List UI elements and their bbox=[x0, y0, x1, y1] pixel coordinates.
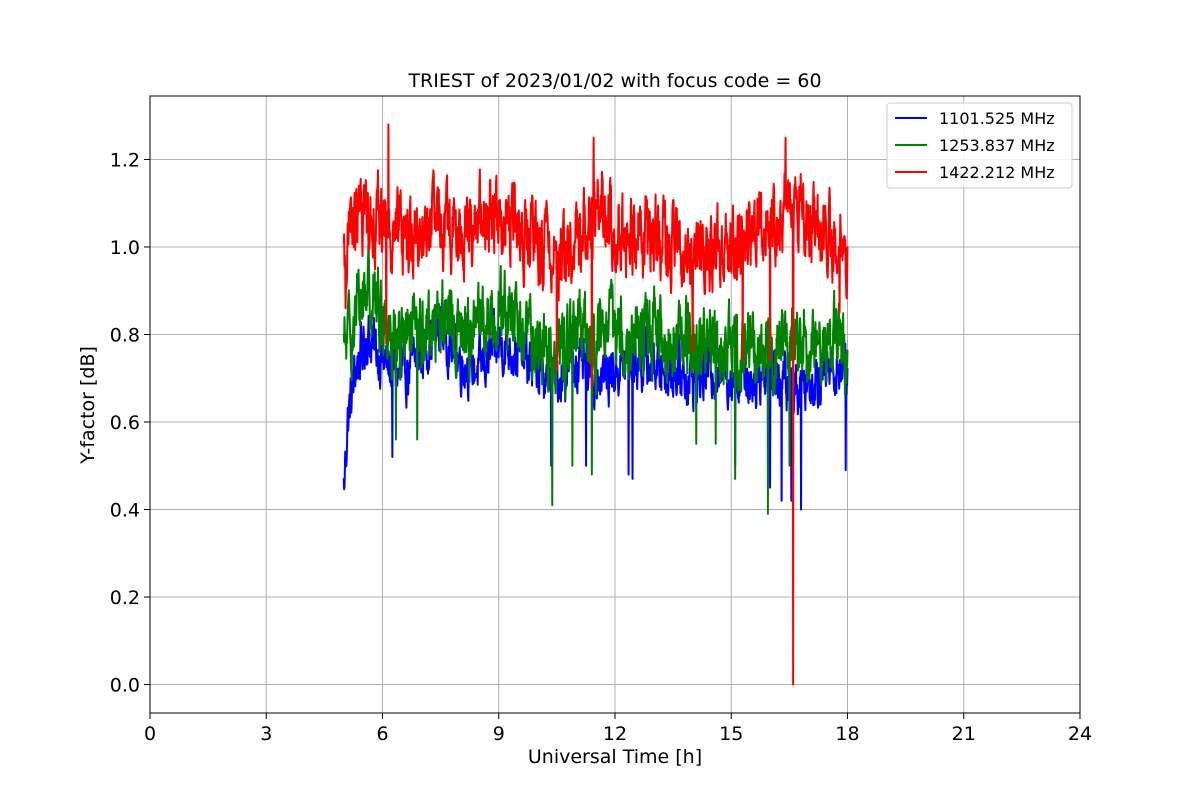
chart-title: TRIEST of 2023/01/02 with focus code = 6… bbox=[407, 70, 821, 92]
plot-area bbox=[342, 123, 849, 686]
x-tick-label: 24 bbox=[1068, 723, 1092, 745]
legend-entry: 1253.837 MHz bbox=[939, 136, 1055, 155]
x-tick-label: 21 bbox=[952, 723, 976, 745]
ticks: 0 3 6 9 12 15 18 21 24 0.0 0.2 0.4 0.6 0.8 1.0 1.2 bbox=[110, 149, 1092, 745]
y-axis-label: Y-factor [dB] bbox=[77, 346, 99, 465]
y-tick-label: 0.4 bbox=[110, 500, 140, 522]
legend-box bbox=[886, 102, 1073, 189]
legend-entry: 1101.525 MHz bbox=[939, 109, 1055, 128]
y-tick-label: 0.6 bbox=[110, 412, 140, 434]
series-line-3 bbox=[342, 123, 849, 686]
x-tick-label: 15 bbox=[719, 723, 743, 745]
y-tick-label: 0.2 bbox=[110, 587, 140, 609]
y-tick-label: 1.2 bbox=[110, 149, 140, 171]
x-tick-label: 6 bbox=[376, 723, 388, 745]
x-tick-label: 12 bbox=[603, 723, 627, 745]
legend-entry: 1422.212 MHz bbox=[939, 163, 1055, 182]
x-tick-label: 3 bbox=[260, 723, 272, 745]
x-tick-label: 18 bbox=[835, 723, 859, 745]
x-axis-label: Universal Time [h] bbox=[528, 746, 702, 768]
y-tick-label: 0.8 bbox=[110, 324, 140, 346]
legend: 1101.525 MHz 1253.837 MHz 1422.212 MHz bbox=[886, 102, 1073, 189]
y-tick-label: 1.0 bbox=[110, 237, 140, 259]
y-tick-label: 0.0 bbox=[110, 675, 140, 697]
x-tick-label: 9 bbox=[493, 723, 505, 745]
series-line-2 bbox=[342, 237, 849, 515]
x-tick-label: 0 bbox=[144, 723, 156, 745]
